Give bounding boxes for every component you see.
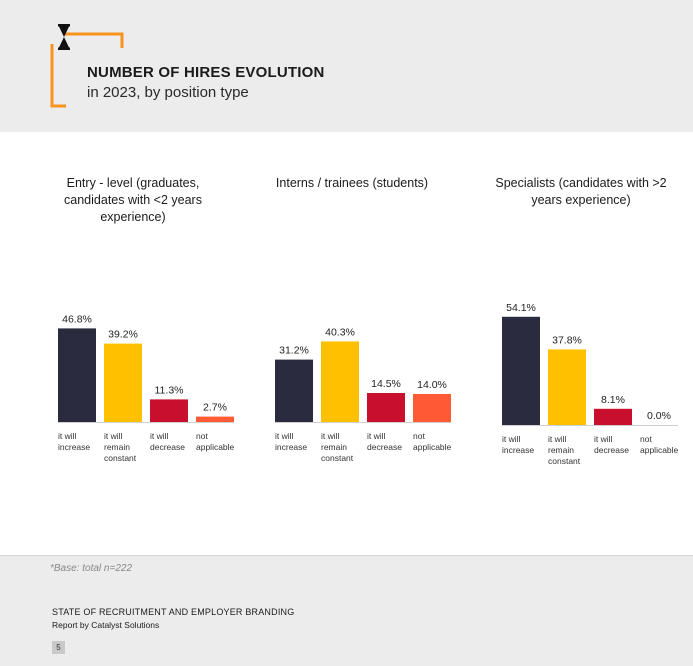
tick-label: it will decrease (367, 431, 402, 452)
hourglass-icon (58, 24, 70, 50)
bar-increase (275, 359, 313, 422)
tick-label: it will increase (275, 431, 307, 452)
tick-label: it will decrease (150, 431, 185, 452)
tick-label: it will increase (502, 434, 534, 455)
tick-label: not applicable (196, 431, 235, 452)
chart-title-entry-level: Entry - level (graduates, candidates wit… (64, 176, 202, 224)
tick-label: it will remain constant (104, 431, 137, 463)
header-band (0, 0, 693, 132)
bar-increase (58, 328, 96, 422)
data-label: 0.0% (647, 410, 671, 422)
tick-label: not applicable (413, 431, 452, 452)
bar-decrease (594, 408, 632, 425)
tick-label: not applicable (640, 434, 679, 455)
chart-title-specialists: Specialists (candidates with >2 years ex… (495, 176, 667, 207)
bar-decrease (150, 399, 188, 422)
bar-decrease (367, 393, 405, 422)
report-title: STATE OF RECRUITMENT AND EMPLOYER BRANDI… (52, 607, 295, 617)
bracket-decoration (50, 32, 124, 108)
bar-remain-constant (548, 349, 586, 425)
page-subtitle: in 2023, by position type (87, 84, 249, 101)
tick-label: it will increase (58, 431, 90, 452)
page-number: 5 (52, 641, 65, 654)
data-label: 8.1% (601, 394, 625, 406)
bar-increase (502, 316, 540, 425)
bar-not-applicable (413, 394, 451, 422)
bar-remain-constant (104, 343, 142, 422)
data-label: 37.8% (552, 334, 582, 346)
bar-remain-constant (321, 341, 359, 422)
data-label: 46.8% (62, 313, 92, 325)
tick-label: it will remain constant (321, 431, 354, 463)
bar-charts: 46.8% it will increase 39.2% it will remain co… (58, 302, 679, 466)
report-subtitle: Report by Catalyst Solutions (52, 620, 160, 630)
chart-title-interns: Interns / trainees (students) (275, 176, 429, 190)
page-title: NUMBER OF HIRES EVOLUTION (87, 64, 325, 81)
tick-label: it will decrease (594, 434, 629, 455)
base-note: *Base: total n=222 (50, 563, 133, 574)
data-label: 14.0% (417, 379, 447, 391)
footer-band (0, 555, 693, 666)
data-label: 39.2% (108, 329, 138, 341)
data-label: 40.3% (325, 326, 355, 338)
data-label: 14.5% (371, 378, 401, 390)
data-label: 31.2% (279, 345, 309, 357)
data-label: 11.3% (155, 384, 184, 396)
data-label: 2.7% (203, 402, 227, 414)
data-label: 54.1% (506, 302, 536, 314)
tick-label: it will remain constant (548, 434, 581, 466)
bar-not-applicable (196, 416, 234, 422)
